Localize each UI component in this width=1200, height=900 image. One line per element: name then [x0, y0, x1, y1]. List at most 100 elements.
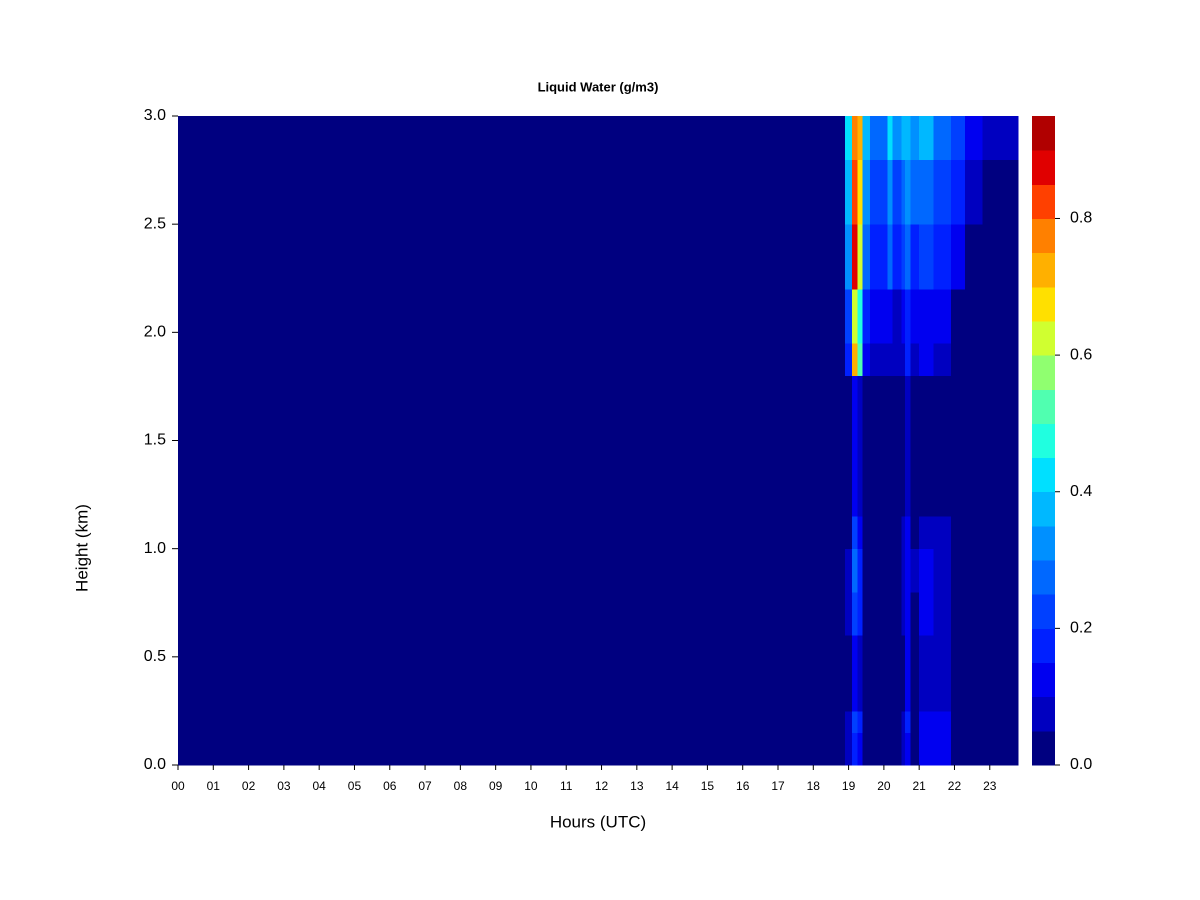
- x-tick-label: 08: [454, 779, 468, 793]
- cell: [982, 375, 1019, 517]
- cell: [910, 375, 920, 517]
- cell: [845, 116, 853, 160]
- cell: [862, 375, 871, 517]
- cell: [982, 289, 1019, 344]
- cell: [919, 516, 934, 550]
- cell: [862, 116, 871, 160]
- colorbar-band: [1032, 560, 1055, 595]
- cell: [795, 516, 846, 550]
- y-tick-label: 2.0: [144, 324, 166, 341]
- x-tick-label: 07: [418, 779, 432, 793]
- cell: [982, 635, 1019, 712]
- cell: [892, 375, 903, 517]
- colorbar-band: [1032, 696, 1055, 732]
- x-tick-label: 05: [348, 779, 362, 793]
- cell: [901, 548, 906, 593]
- cell: [910, 159, 920, 225]
- x-tick-label: 10: [524, 779, 538, 793]
- cell: [795, 710, 846, 734]
- cell: [910, 516, 920, 550]
- cell: [965, 159, 984, 225]
- cell: [857, 343, 864, 377]
- cell: [901, 591, 906, 636]
- x-tick-label: 06: [383, 779, 397, 793]
- cell: [965, 635, 984, 712]
- cell: [950, 343, 966, 377]
- cell: [910, 343, 920, 377]
- cell: [862, 343, 871, 377]
- cell: [910, 116, 920, 160]
- cell: [901, 732, 906, 766]
- cell: [901, 159, 906, 225]
- cell: [869, 375, 888, 517]
- cell: [795, 635, 846, 712]
- cell: [795, 591, 846, 636]
- cell: [869, 732, 888, 766]
- cell: [857, 159, 864, 225]
- cell: [857, 710, 864, 734]
- colorbar-tick-label: 0.2: [1070, 620, 1092, 637]
- x-tick-label: 02: [242, 779, 256, 793]
- cell: [933, 159, 952, 225]
- colorbar-band: [1032, 218, 1055, 254]
- colorbar-band: [1032, 594, 1055, 629]
- cell: [845, 548, 853, 593]
- colorbar-band: [1032, 150, 1055, 185]
- cell: [919, 591, 934, 636]
- cell: [982, 710, 1019, 734]
- cell: [933, 635, 952, 712]
- x-tick-label: 20: [877, 779, 891, 793]
- y-tick-label: 1.0: [144, 540, 166, 557]
- cell: [982, 116, 1019, 160]
- cell: [845, 591, 853, 636]
- x-tick-label: 22: [948, 779, 962, 793]
- y-tick-label: 0.0: [144, 756, 166, 773]
- colorbar-band: [1032, 389, 1055, 424]
- cell: [862, 732, 871, 766]
- cell: [965, 710, 984, 734]
- colorbar-band: [1032, 423, 1055, 459]
- cell: [919, 116, 934, 160]
- cell: [887, 159, 894, 225]
- colorbar-band: [1032, 286, 1055, 322]
- cell: [852, 116, 858, 160]
- cell: [933, 548, 952, 593]
- x-tick-label: 16: [736, 779, 750, 793]
- cell: [795, 116, 846, 160]
- cell: [933, 289, 952, 344]
- cell: [905, 591, 911, 636]
- cell: [862, 159, 871, 225]
- cell: [887, 289, 894, 344]
- cell: [965, 591, 984, 636]
- cell: [892, 116, 903, 160]
- cell: [857, 591, 864, 636]
- cell: [982, 591, 1019, 636]
- x-tick-label: 01: [207, 779, 221, 793]
- cell: [852, 710, 858, 734]
- cell: [869, 591, 888, 636]
- cell: [901, 116, 906, 160]
- colorbar-tick-label: 0.0: [1070, 756, 1092, 773]
- cell: [178, 224, 797, 290]
- cell: [862, 289, 871, 344]
- cell: [965, 732, 984, 766]
- cell: [965, 516, 984, 550]
- cell: [965, 548, 984, 593]
- cell: [845, 635, 853, 712]
- cell: [845, 289, 853, 344]
- cell: [845, 343, 853, 377]
- cell: [905, 516, 911, 550]
- colorbar-band: [1032, 628, 1055, 664]
- x-tick-label: 03: [277, 779, 291, 793]
- cell: [910, 548, 920, 593]
- x-tick-label: 04: [312, 779, 326, 793]
- cell: [919, 159, 934, 225]
- cell: [910, 591, 920, 636]
- cell: [892, 159, 903, 225]
- cell: [910, 224, 920, 290]
- x-tick-label: 18: [807, 779, 821, 793]
- cell: [795, 159, 846, 225]
- cell: [919, 224, 934, 290]
- cell: [892, 343, 903, 377]
- cell: [887, 635, 894, 712]
